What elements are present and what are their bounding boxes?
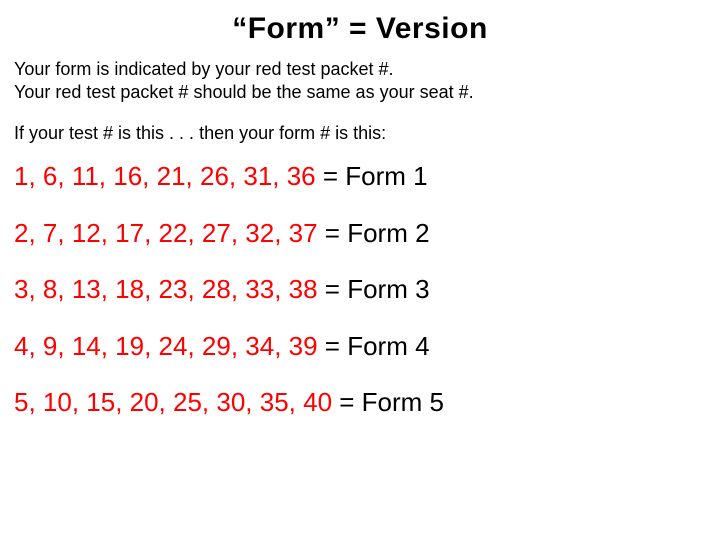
form-label: = Form 4 [318, 331, 430, 361]
test-numbers: 1, 6, 11, 16, 21, 26, 31, 36 [14, 161, 316, 191]
form-row: 4, 9, 14, 19, 24, 29, 34, 39 = Form 4 [14, 332, 706, 361]
page-title: “Form” = Version [14, 12, 706, 46]
intro-line-1: Your form is indicated by your red test … [14, 58, 706, 81]
form-row: 3, 8, 13, 18, 23, 28, 33, 38 = Form 3 [14, 275, 706, 304]
form-row: 1, 6, 11, 16, 21, 26, 31, 36 = Form 1 [14, 162, 706, 191]
intro-line-2: Your red test packet # should be the sam… [14, 81, 706, 104]
test-numbers: 5, 10, 15, 20, 25, 30, 35, 40 [14, 387, 332, 417]
intro-block: Your form is indicated by your red test … [14, 58, 706, 103]
form-label: = Form 1 [316, 161, 428, 191]
test-numbers: 4, 9, 14, 19, 24, 29, 34, 39 [14, 331, 318, 361]
form-row: 5, 10, 15, 20, 25, 30, 35, 40 = Form 5 [14, 388, 706, 417]
lead-text: If your test # is this . . . then your f… [14, 123, 706, 144]
test-numbers: 2, 7, 12, 17, 22, 27, 32, 37 [14, 218, 318, 248]
form-label: = Form 2 [318, 218, 430, 248]
test-numbers: 3, 8, 13, 18, 23, 28, 33, 38 [14, 274, 318, 304]
form-row: 2, 7, 12, 17, 22, 27, 32, 37 = Form 2 [14, 219, 706, 248]
form-label: = Form 5 [332, 387, 444, 417]
form-mapping-list: 1, 6, 11, 16, 21, 26, 31, 36 = Form 1 2,… [14, 162, 706, 417]
form-label: = Form 3 [318, 274, 430, 304]
